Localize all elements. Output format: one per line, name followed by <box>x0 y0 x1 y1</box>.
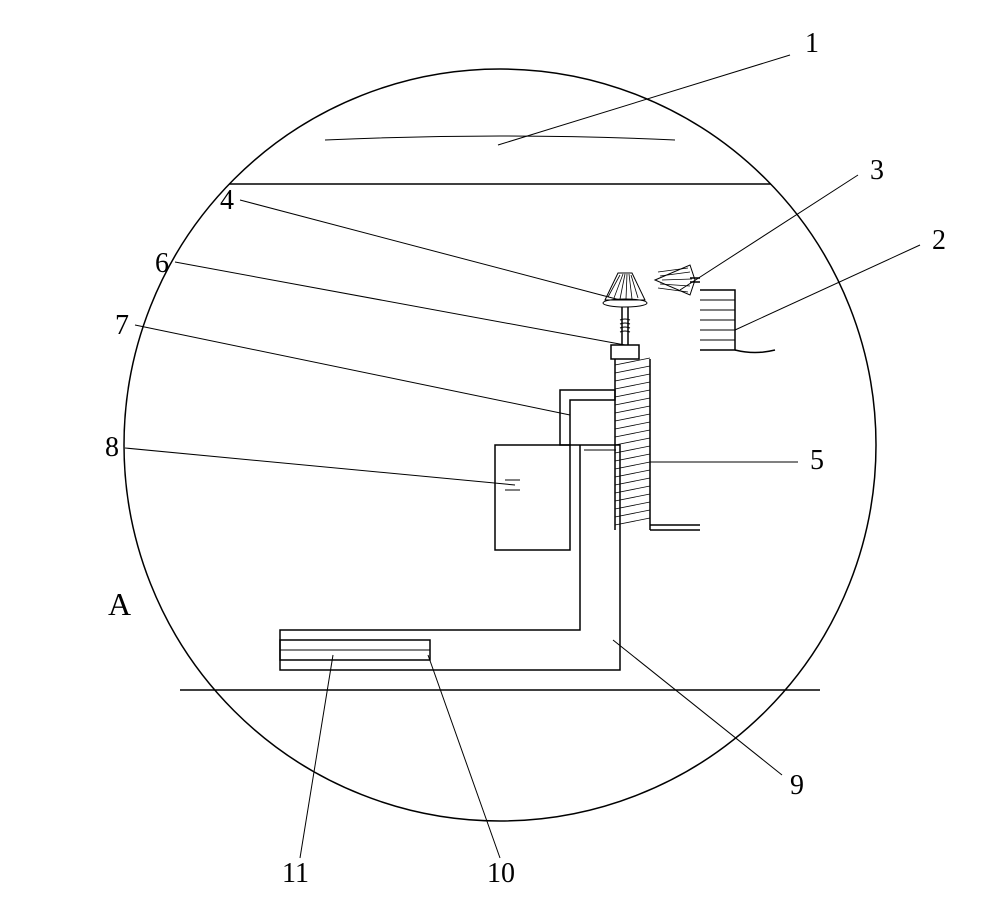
label-9: 9 <box>790 770 804 802</box>
top-arc <box>325 136 675 140</box>
label-3: 3 <box>870 155 884 187</box>
label-A: A <box>108 586 131 623</box>
label-6: 6 <box>155 248 169 280</box>
label-11: 11 <box>282 858 309 890</box>
l-bracket-top <box>560 390 615 445</box>
bevel-gear-horizontal <box>655 265 700 295</box>
coupling <box>611 345 639 359</box>
label-10: 10 <box>487 858 515 890</box>
label-2: 2 <box>932 225 946 257</box>
label-5: 5 <box>810 445 824 477</box>
sleeve <box>495 445 570 550</box>
label-8: 8 <box>105 432 119 464</box>
label-4: 4 <box>220 185 234 217</box>
label-7: 7 <box>115 310 129 342</box>
technical-diagram <box>0 0 1000 913</box>
bevel-gear-vertical <box>603 273 647 307</box>
label-1: 1 <box>805 28 819 60</box>
